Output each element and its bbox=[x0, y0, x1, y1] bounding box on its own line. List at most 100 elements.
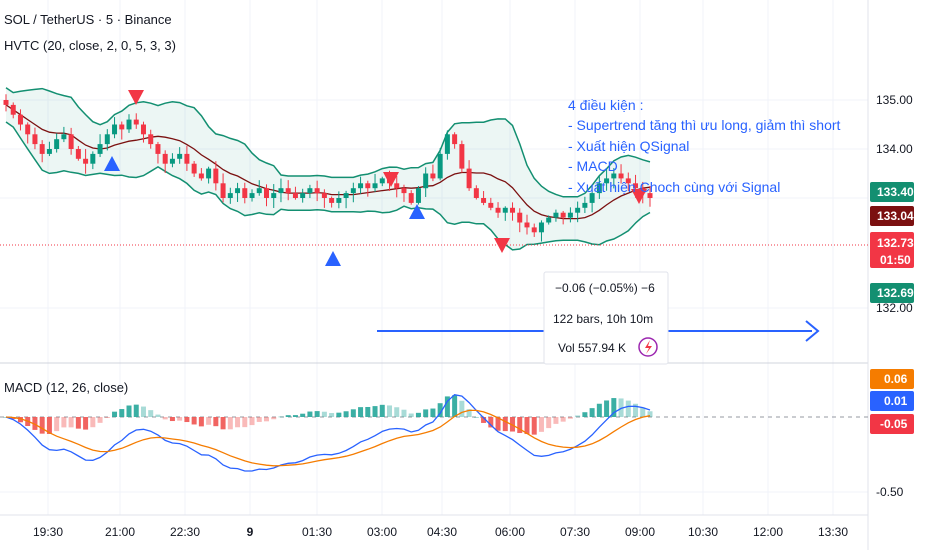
candle-body bbox=[61, 134, 67, 140]
candle-body bbox=[112, 124, 118, 135]
macd-histogram-bar bbox=[430, 408, 436, 417]
macd-histogram-bar bbox=[618, 398, 624, 417]
candle-body bbox=[162, 153, 168, 164]
candle-body bbox=[517, 212, 523, 223]
candle-body bbox=[263, 188, 269, 198]
time-label: 03:00 bbox=[367, 525, 397, 539]
annotation-line: - Xuất hiện Choch cùng với Signal bbox=[568, 179, 780, 195]
candle-body bbox=[452, 134, 458, 145]
macd-signal-line bbox=[5, 409, 651, 467]
candle-body bbox=[466, 168, 472, 189]
time-label: 06:00 bbox=[495, 525, 525, 539]
candle-body bbox=[560, 212, 566, 218]
annotation-line: 4 điều kiện : bbox=[568, 97, 644, 113]
price-badge-last-label: 132.73 bbox=[877, 236, 914, 250]
macd-histogram-bar bbox=[633, 403, 639, 417]
candle-body bbox=[502, 207, 508, 213]
macd-histogram-bar bbox=[126, 405, 132, 417]
signal-down-icon bbox=[128, 90, 144, 105]
signal-up-icon bbox=[325, 251, 341, 266]
macd-histogram-bar bbox=[242, 417, 248, 428]
price-tick: 135.00 bbox=[876, 93, 913, 107]
macd-histogram-bar bbox=[459, 400, 465, 417]
candle-body bbox=[596, 183, 602, 194]
time-label: 07:30 bbox=[560, 525, 590, 539]
signal-down-icon bbox=[383, 172, 399, 187]
annotation-text[interactable]: 4 điều kiện : - Supertrend tăng thì ưu l… bbox=[568, 97, 841, 195]
macd-histogram-bar bbox=[83, 417, 89, 430]
macd-histogram-bar bbox=[271, 417, 277, 420]
annotation-line: - MACD bbox=[568, 158, 618, 174]
macd-histogram-bar bbox=[517, 417, 523, 434]
macd-histogram-bar bbox=[133, 404, 139, 417]
time-label: 21:00 bbox=[105, 525, 135, 539]
candle-body bbox=[256, 188, 262, 194]
macd-histogram-bar bbox=[611, 398, 617, 417]
candle-body bbox=[220, 183, 226, 198]
candle-body bbox=[227, 193, 233, 198]
candle-body bbox=[155, 144, 161, 154]
candle-body bbox=[567, 212, 573, 218]
candle-body bbox=[133, 119, 139, 125]
candle-body bbox=[278, 188, 284, 194]
candle-body bbox=[553, 212, 559, 218]
macd-histogram-bar bbox=[46, 417, 52, 434]
candle-body bbox=[611, 173, 617, 179]
candle-body bbox=[589, 193, 595, 203]
macd-histogram-bar bbox=[589, 408, 595, 417]
macd-histogram-bar bbox=[452, 395, 458, 417]
candle-body bbox=[365, 183, 371, 189]
macd-histogram-bar bbox=[365, 406, 371, 417]
measure-tooltip: −0.06 (−0.05%) −6 122 bars, 10h 10m Vol … bbox=[543, 271, 669, 365]
candle-body bbox=[510, 207, 516, 213]
band-basis-line bbox=[5, 104, 651, 220]
macd-histogram-bar bbox=[415, 412, 421, 417]
symbol-title[interactable]: SOL / TetherUS · 5 · Binance bbox=[4, 12, 172, 27]
time-label: 13:30 bbox=[818, 525, 848, 539]
macd-histogram-bar bbox=[177, 417, 183, 421]
macd-histogram-bar bbox=[336, 412, 342, 417]
macd-histogram-bar bbox=[198, 417, 204, 427]
macd-histogram-bar bbox=[184, 417, 190, 423]
candle-body bbox=[495, 207, 501, 213]
macd-histogram-bar bbox=[567, 417, 573, 419]
candle-body bbox=[350, 188, 356, 194]
candle-body bbox=[394, 183, 400, 189]
candle-body bbox=[271, 193, 277, 198]
candle-body bbox=[647, 193, 653, 198]
macd-histogram-bar bbox=[300, 413, 306, 417]
macd-histogram-bar bbox=[538, 417, 544, 432]
candle-body bbox=[97, 144, 103, 154]
macd-histogram bbox=[3, 395, 653, 435]
price-tick: 134.00 bbox=[876, 142, 913, 156]
macd-histogram-bar bbox=[155, 414, 161, 417]
macd-histogram-bar bbox=[401, 409, 407, 417]
macd-histogram-bar bbox=[437, 403, 443, 417]
indicator-title[interactable]: HVTC (20, close, 2, 0, 5, 3, 3) bbox=[4, 38, 176, 53]
price-badge-last bbox=[870, 232, 914, 268]
time-label: 10:30 bbox=[688, 525, 718, 539]
time-label: 04:30 bbox=[427, 525, 457, 539]
price-axis[interactable]: 135.00 134.00 133.00 132.00 bbox=[876, 93, 913, 315]
candle-body bbox=[459, 144, 465, 169]
macd-histogram-bar bbox=[97, 417, 103, 423]
candle-body bbox=[191, 163, 197, 174]
candle-body bbox=[437, 153, 443, 179]
macd-histogram-bar bbox=[329, 413, 335, 417]
macd-histogram-bar bbox=[206, 417, 212, 425]
candle-body bbox=[3, 100, 9, 105]
macd-histogram-bar bbox=[235, 417, 241, 428]
macd-histogram-bar bbox=[119, 409, 125, 417]
macd-histogram-bar bbox=[495, 417, 501, 431]
macd-histogram-bar bbox=[423, 409, 429, 417]
chart-grid bbox=[0, 0, 868, 515]
time-axis[interactable]: 19:30 21:00 22:30 9 01:30 03:00 04:30 06:00 07:3… bbox=[33, 525, 848, 539]
candle-body bbox=[292, 193, 298, 198]
macd-histogram-bar bbox=[220, 417, 226, 430]
candle-body bbox=[307, 188, 313, 194]
macd-title[interactable]: MACD (12, 26, close) bbox=[4, 380, 128, 395]
macd-histogram-bar bbox=[285, 415, 291, 417]
macd-histogram-bar bbox=[90, 417, 96, 428]
candle-body bbox=[473, 188, 479, 198]
